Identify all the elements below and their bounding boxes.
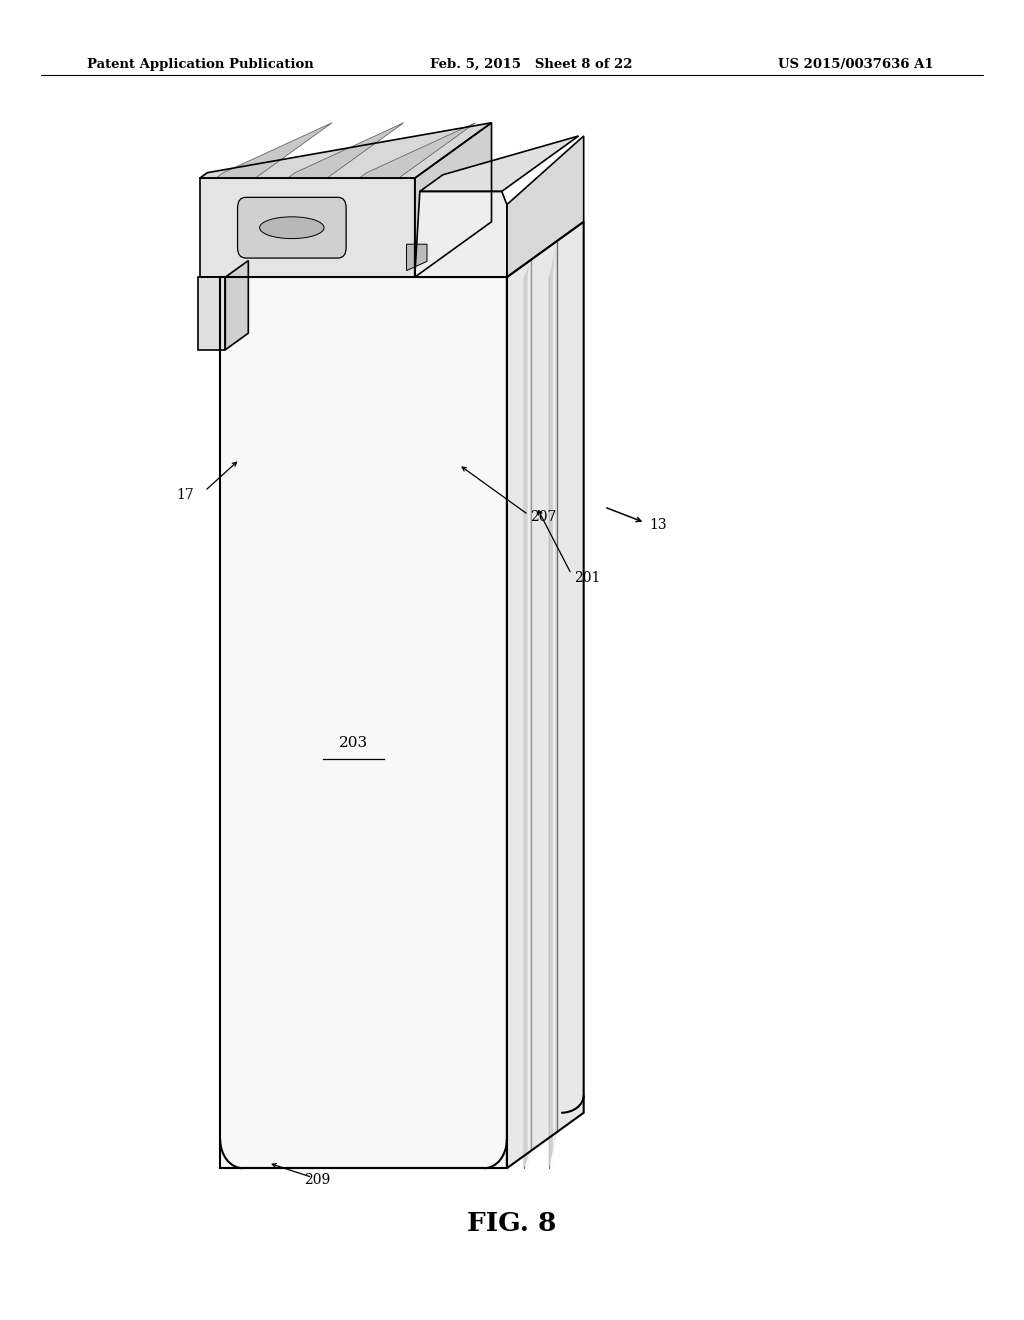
Polygon shape (523, 260, 531, 1168)
Polygon shape (359, 123, 475, 178)
Text: FIG. 8: FIG. 8 (467, 1212, 557, 1236)
Polygon shape (415, 123, 492, 277)
Polygon shape (220, 261, 507, 277)
Polygon shape (200, 178, 415, 277)
Polygon shape (415, 191, 507, 277)
Polygon shape (198, 277, 225, 350)
Polygon shape (527, 260, 530, 1168)
Text: 13: 13 (649, 519, 667, 532)
Ellipse shape (260, 216, 324, 239)
Polygon shape (220, 277, 507, 1168)
Text: Feb. 5, 2015   Sheet 8 of 22: Feb. 5, 2015 Sheet 8 of 22 (430, 58, 633, 71)
Polygon shape (553, 243, 555, 1168)
Text: Patent Application Publication: Patent Application Publication (87, 58, 313, 71)
Polygon shape (288, 123, 403, 178)
Polygon shape (549, 242, 557, 1168)
Polygon shape (225, 260, 248, 350)
FancyBboxPatch shape (238, 197, 346, 259)
Polygon shape (507, 222, 584, 1168)
Text: 209: 209 (304, 1173, 331, 1187)
Text: 207: 207 (530, 511, 557, 524)
Polygon shape (507, 136, 584, 277)
Polygon shape (220, 206, 584, 261)
Polygon shape (407, 244, 427, 271)
Text: 17: 17 (177, 488, 195, 502)
Text: 203: 203 (339, 737, 368, 750)
Polygon shape (420, 136, 579, 191)
Text: US 2015/0037636 A1: US 2015/0037636 A1 (778, 58, 934, 71)
Text: 201: 201 (574, 572, 601, 585)
Polygon shape (200, 123, 492, 178)
Polygon shape (216, 123, 332, 178)
